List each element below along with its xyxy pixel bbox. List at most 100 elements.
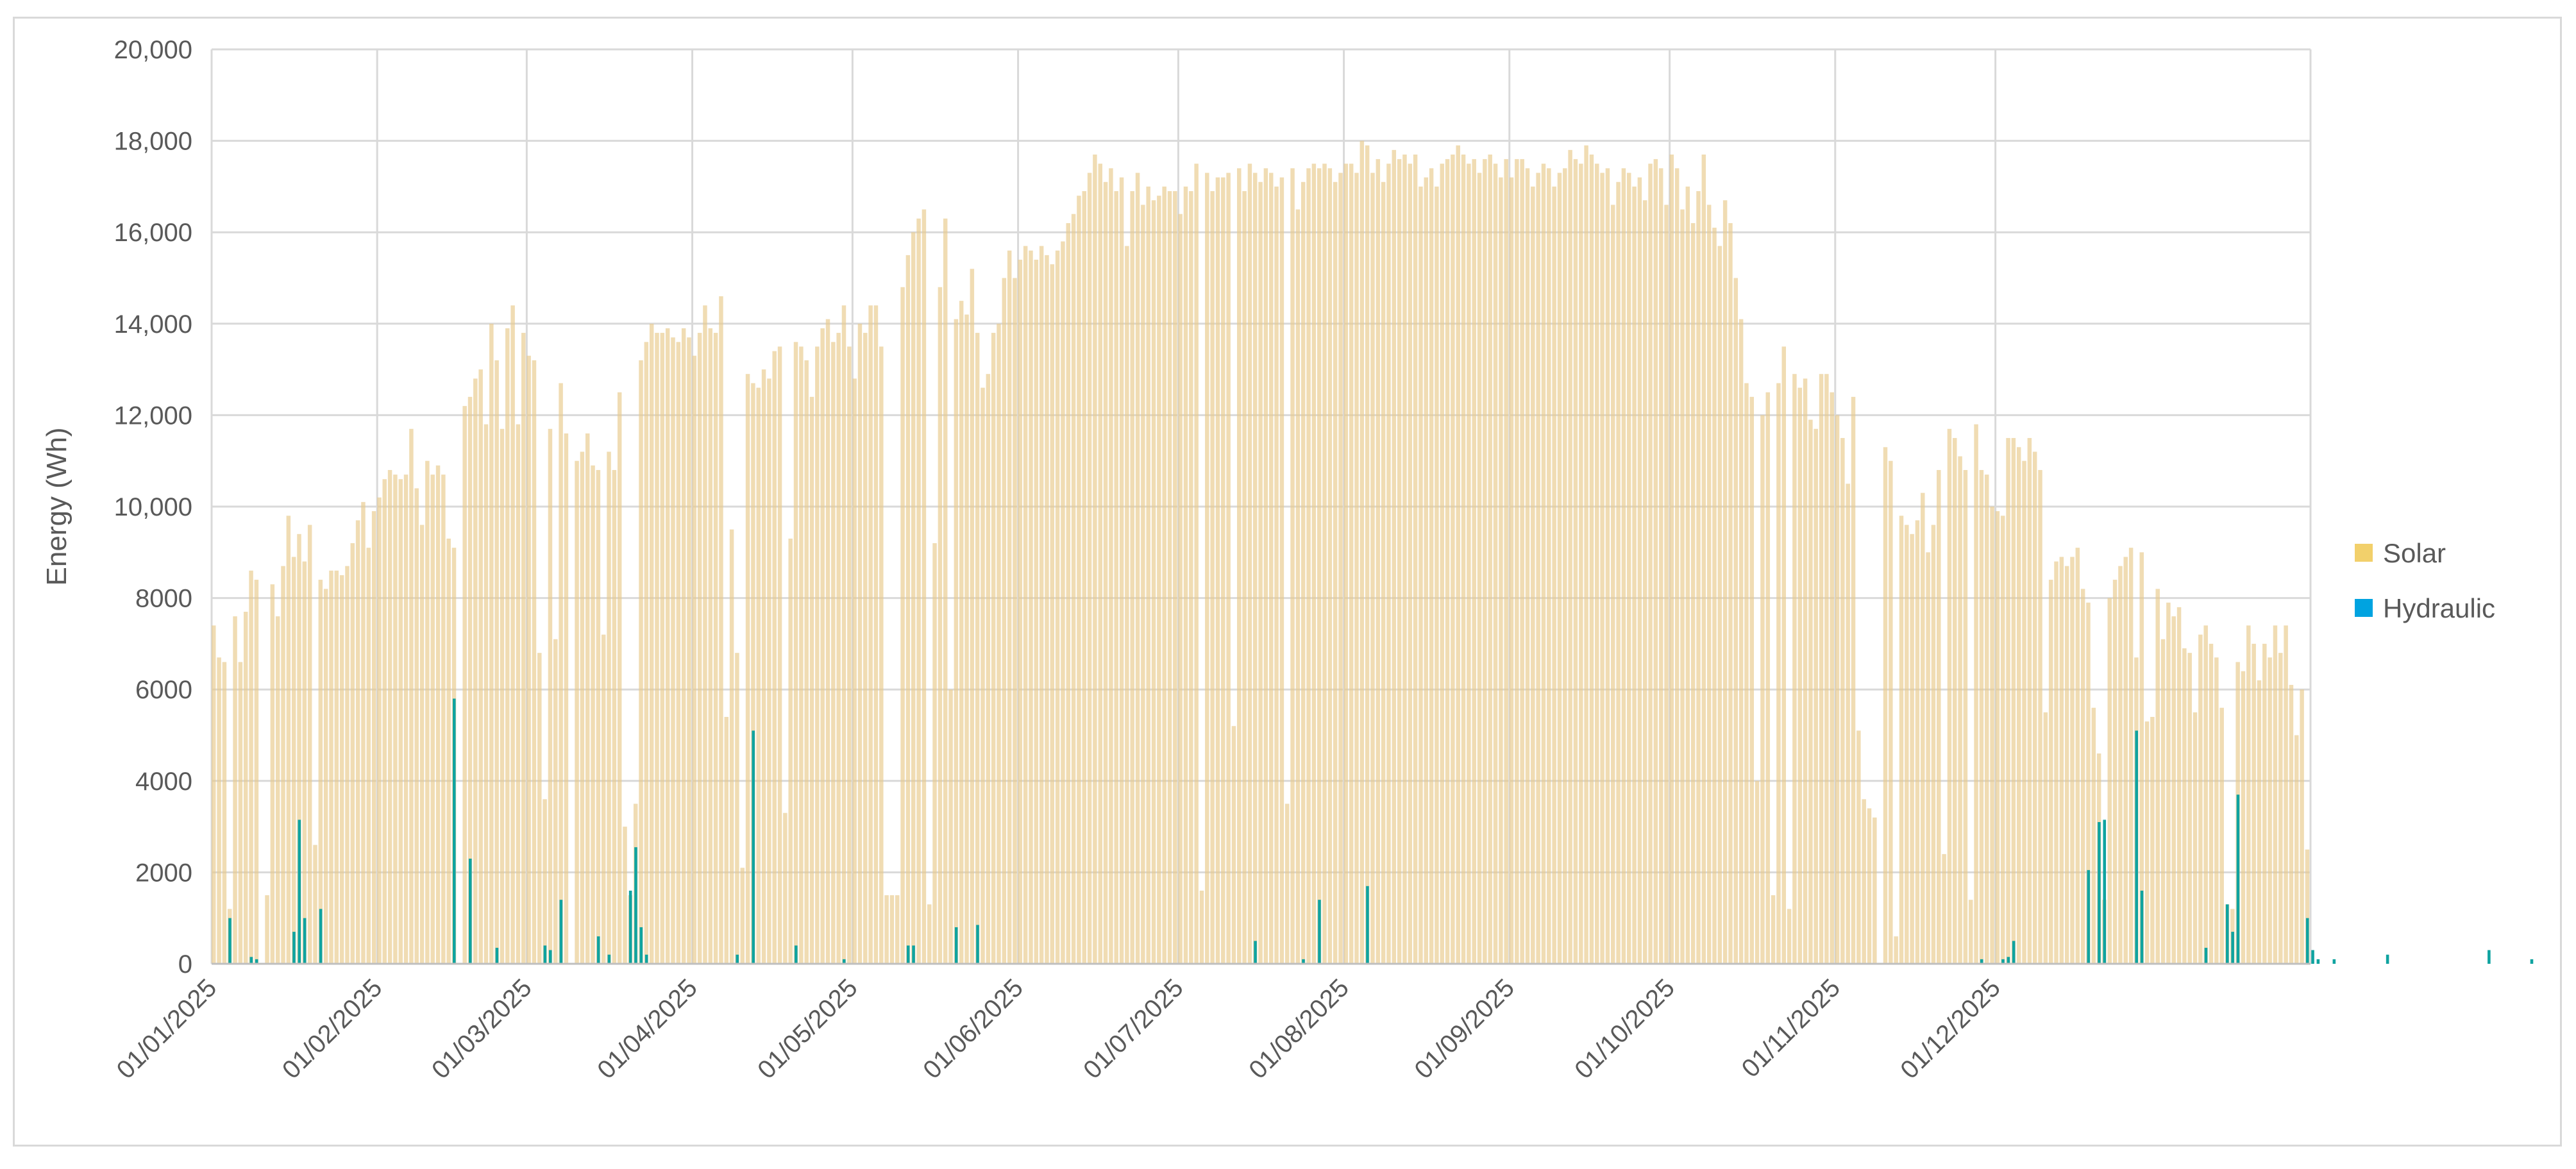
solar-bar	[644, 342, 649, 964]
solar-bar	[1429, 168, 1434, 964]
solar-bar	[414, 488, 419, 964]
solar-bar	[307, 525, 312, 964]
solar-bar	[1290, 168, 1295, 964]
solar-bar	[639, 360, 643, 964]
solar-bar	[1194, 164, 1199, 964]
solar-bar	[1402, 154, 1407, 964]
solar-bar	[889, 895, 895, 964]
solar-bar	[847, 346, 852, 964]
solar-bar	[767, 378, 771, 964]
solar-bar	[2006, 438, 2010, 964]
y-tick-label: 4000	[135, 768, 192, 796]
solar-bar	[1637, 177, 1642, 964]
solar-bar	[1456, 145, 1460, 964]
solar-bar	[1408, 164, 1413, 964]
solar-bar	[959, 301, 964, 964]
solar-bar	[1776, 383, 1781, 964]
solar-bar	[1910, 534, 1914, 964]
hydraulic-bar	[2087, 870, 2091, 964]
solar-bar	[1642, 200, 1647, 964]
solar-bar	[1103, 181, 1108, 964]
hydraulic-bar	[596, 936, 600, 964]
solar-bar	[585, 433, 590, 964]
solar-bar	[1477, 172, 1482, 964]
solar-bar	[879, 346, 884, 964]
solar-bar	[1568, 149, 1572, 964]
solar-bar	[564, 433, 569, 964]
solar-bar	[1584, 145, 1588, 964]
solar-bar	[1632, 186, 1637, 964]
solar-bar	[2054, 561, 2058, 964]
solar-bar	[938, 287, 943, 964]
solar-bar	[1680, 209, 1685, 964]
solar-bar	[1808, 419, 1813, 964]
solar-bar	[1018, 259, 1023, 964]
solar-bar	[991, 333, 996, 964]
solar-bar	[1034, 259, 1039, 964]
solar-bar	[462, 406, 467, 964]
hydraulic-bar	[912, 945, 915, 964]
solar-bar	[1311, 164, 1317, 964]
solar-bar	[1760, 415, 1765, 964]
solar-bar	[900, 287, 905, 964]
solar-bar	[1317, 168, 1322, 964]
solar-bar	[1509, 177, 1514, 964]
solar-bar	[1167, 191, 1172, 964]
hydraulic-bar	[736, 954, 739, 964]
hydraulic-bar	[644, 954, 648, 964]
solar-bar	[1071, 214, 1076, 964]
solar-bar	[217, 657, 221, 964]
solar-bar	[1557, 172, 1562, 964]
solar-bar	[1263, 168, 1268, 964]
solar-bar	[2139, 552, 2144, 964]
solar-bar	[2048, 580, 2053, 964]
solar-bar	[2086, 602, 2091, 964]
solar-bar	[1974, 424, 1978, 964]
solar-bar	[366, 548, 371, 964]
solar-bar	[559, 383, 563, 964]
solar-bar	[1616, 181, 1621, 964]
x-tick-label: 01/08/2025	[1243, 973, 1354, 1084]
solar-bar	[398, 479, 403, 964]
y-tick-label: 20,000	[114, 36, 192, 64]
solar-bar	[2214, 657, 2219, 964]
solar-bar	[548, 428, 553, 964]
solar-bar	[1889, 460, 1893, 964]
solar-bar	[2246, 625, 2251, 964]
solar-bar	[997, 323, 1001, 964]
solar-bar	[2011, 438, 2016, 964]
y-tick-label: 2000	[135, 859, 192, 887]
solar-bar	[355, 520, 360, 964]
legend-swatch-hydraulic	[2355, 599, 2373, 617]
solar-bar	[1333, 181, 1338, 964]
legend-label-hydraulic: Hydraulic	[2383, 593, 2495, 623]
solar-bar	[1696, 191, 1701, 964]
solar-bar	[387, 469, 392, 964]
hydraulic-bar	[795, 945, 798, 964]
solar-bar	[1738, 319, 1744, 964]
hydraulic-bar	[2530, 959, 2534, 964]
solar-bar	[1151, 200, 1156, 964]
solar-bar	[943, 218, 948, 964]
solar-bar	[1354, 172, 1359, 964]
solar-bar	[2203, 625, 2208, 964]
solar-bar	[1093, 154, 1097, 964]
solar-bar	[1178, 214, 1183, 964]
solar-bar	[1349, 164, 1354, 964]
solar-bar	[1061, 241, 1065, 964]
hydraulic-bar	[2332, 959, 2336, 964]
solar-bar	[1515, 159, 1519, 964]
solar-bar	[665, 328, 670, 964]
solar-bar	[1579, 164, 1583, 964]
solar-bar	[1242, 191, 1247, 964]
hydraulic-bar	[2012, 941, 2016, 964]
solar-bar	[751, 383, 755, 964]
solar-bar	[1268, 172, 1274, 964]
solar-bar	[954, 319, 959, 964]
hydraulic-bar	[2140, 890, 2144, 964]
solar-bar	[281, 566, 285, 964]
y-tick-label: 8000	[135, 585, 192, 613]
solar-bar	[911, 232, 916, 964]
x-tick-label: 01/10/2025	[1569, 973, 1680, 1084]
solar-bar	[820, 328, 825, 964]
